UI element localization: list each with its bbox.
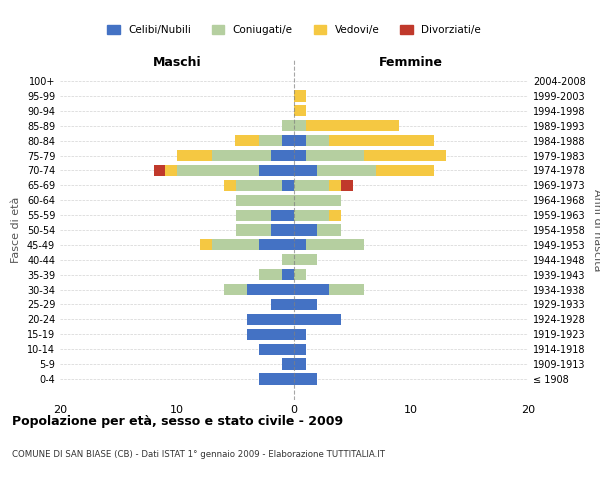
Bar xyxy=(294,358,306,370)
Bar xyxy=(317,224,341,235)
Bar xyxy=(283,120,294,132)
Bar xyxy=(294,135,306,146)
Bar xyxy=(294,224,317,235)
Bar xyxy=(283,358,294,370)
Bar xyxy=(306,150,364,161)
Bar xyxy=(224,180,235,191)
Bar xyxy=(271,210,294,220)
Bar xyxy=(376,165,434,176)
Bar xyxy=(177,165,259,176)
Bar xyxy=(364,150,446,161)
Bar xyxy=(294,284,329,295)
Bar xyxy=(294,165,317,176)
Bar xyxy=(283,180,294,191)
Text: Femmine: Femmine xyxy=(379,56,443,69)
Text: Popolazione per età, sesso e stato civile - 2009: Popolazione per età, sesso e stato civil… xyxy=(12,415,343,428)
Bar xyxy=(236,210,271,220)
Bar xyxy=(341,180,353,191)
Bar xyxy=(294,254,317,266)
Bar xyxy=(306,135,329,146)
Bar xyxy=(294,180,329,191)
Bar xyxy=(329,135,434,146)
Bar xyxy=(306,120,400,132)
Bar xyxy=(247,314,294,325)
Bar xyxy=(259,374,294,384)
Bar xyxy=(283,254,294,266)
Bar xyxy=(294,210,329,220)
Bar xyxy=(294,90,306,102)
Bar xyxy=(283,269,294,280)
Legend: Celibi/Nubili, Coniugati/e, Vedovi/e, Divorziati/e: Celibi/Nubili, Coniugati/e, Vedovi/e, Di… xyxy=(103,21,485,40)
Bar xyxy=(166,165,177,176)
Bar xyxy=(294,120,306,132)
Bar xyxy=(294,194,341,206)
Y-axis label: Fasce di età: Fasce di età xyxy=(11,197,21,263)
Bar xyxy=(294,299,317,310)
Bar xyxy=(235,180,283,191)
Bar xyxy=(294,240,306,250)
Bar xyxy=(271,299,294,310)
Bar xyxy=(329,180,341,191)
Y-axis label: Anni di nascita: Anni di nascita xyxy=(592,188,600,271)
Bar xyxy=(200,240,212,250)
Bar xyxy=(317,165,376,176)
Bar xyxy=(259,269,283,280)
Bar xyxy=(212,240,259,250)
Bar xyxy=(259,165,294,176)
Text: COMUNE DI SAN BIASE (CB) - Dati ISTAT 1° gennaio 2009 - Elaborazione TUTTITALIA.: COMUNE DI SAN BIASE (CB) - Dati ISTAT 1°… xyxy=(12,450,385,459)
Bar xyxy=(271,224,294,235)
Bar xyxy=(224,284,247,295)
Bar xyxy=(294,150,306,161)
Bar xyxy=(235,135,259,146)
Bar xyxy=(259,135,283,146)
Bar xyxy=(306,240,364,250)
Bar xyxy=(329,210,341,220)
Bar xyxy=(259,240,294,250)
Bar xyxy=(294,328,306,340)
Bar xyxy=(283,135,294,146)
Bar xyxy=(329,284,364,295)
Bar xyxy=(235,194,294,206)
Bar xyxy=(294,314,341,325)
Bar xyxy=(294,344,306,355)
Text: Maschi: Maschi xyxy=(152,56,202,69)
Bar xyxy=(294,269,306,280)
Bar xyxy=(294,105,306,117)
Bar xyxy=(259,344,294,355)
Bar xyxy=(154,165,165,176)
Bar xyxy=(212,150,271,161)
Bar xyxy=(247,284,294,295)
Bar xyxy=(177,150,212,161)
Bar xyxy=(247,328,294,340)
Bar xyxy=(236,224,271,235)
Bar xyxy=(294,374,317,384)
Bar xyxy=(271,150,294,161)
